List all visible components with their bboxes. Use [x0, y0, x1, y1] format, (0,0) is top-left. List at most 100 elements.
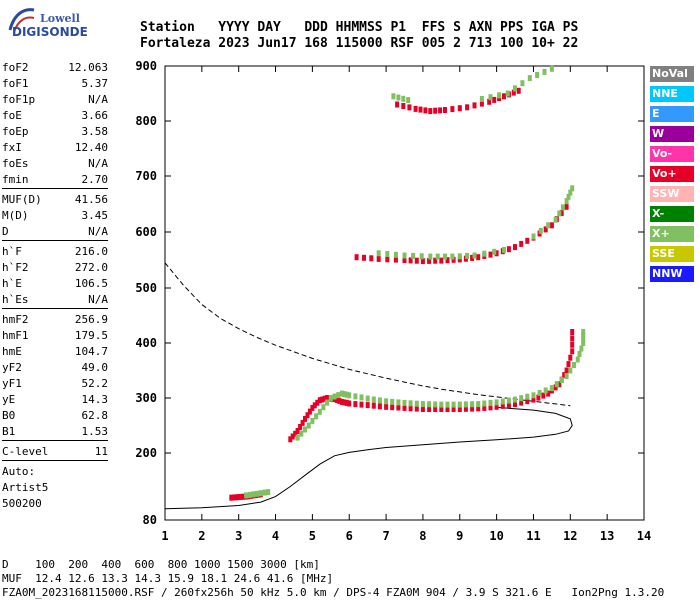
y-tick-label: 900 [135, 59, 157, 73]
param-label: h`F2 [2, 261, 29, 274]
echo-mark [365, 402, 370, 409]
echo-mark [244, 492, 249, 499]
echo-mark [513, 396, 517, 403]
footer-distance-row: D 100 200 400 600 800 1000 1500 3000 [km… [2, 558, 320, 571]
param-label: h`Es [2, 293, 29, 306]
echo-mark [411, 252, 416, 259]
echo-mark [377, 403, 382, 410]
legend-item-x-: X- [650, 206, 694, 222]
echo-mark [325, 399, 330, 406]
footer-muf-row: MUF 12.4 12.6 13.3 14.3 15.9 18.1 24.6 4… [2, 572, 334, 585]
param-divider [2, 240, 108, 243]
echo-mark [543, 226, 548, 233]
legend-item-e: E [650, 106, 694, 122]
echo-mark [457, 253, 462, 260]
echo-mark [229, 494, 234, 501]
echo-mark [482, 250, 487, 257]
echo-mark [427, 401, 432, 408]
header-values: Fortaleza 2023 Jun17 168 115000 RSF 005 … [140, 36, 579, 51]
param-value: 49.0 [81, 361, 109, 374]
echo-mark [295, 428, 300, 434]
echo-mark [519, 240, 524, 247]
param-label: foF2 [2, 61, 29, 74]
param-row: C-level 11 [2, 444, 108, 460]
echo-mark [577, 351, 582, 357]
echo-mark [377, 397, 382, 404]
param-label: h`F [2, 245, 22, 258]
footer-file-info: FZA0M_2023168115000.RSF / 260fx256h 50 k… [2, 586, 665, 599]
echo-mark [543, 387, 548, 394]
echo-mark [407, 104, 412, 111]
echo-mark [451, 401, 456, 408]
echo-mark [439, 401, 444, 408]
echo-mark [472, 102, 477, 109]
echo-mark [482, 400, 487, 407]
echo-mark [420, 258, 425, 265]
echo-mark [479, 100, 484, 107]
echo-mark [527, 75, 532, 82]
echo-mark [339, 390, 344, 397]
echo-mark [581, 340, 586, 346]
echo-mark [451, 256, 456, 263]
echo-mark [439, 406, 444, 412]
param-label: yF2 [2, 361, 22, 374]
param-value: 5.37 [81, 77, 109, 90]
echo-mark [549, 222, 554, 229]
echo-mark [506, 246, 511, 253]
echo-mark [570, 335, 575, 342]
echo-mark [391, 93, 396, 100]
echo-mark [419, 253, 424, 260]
echo-mark [470, 254, 475, 261]
echo-mark [564, 373, 569, 379]
echo-mark [402, 252, 407, 259]
logo-text-lowell: Lowell [40, 12, 80, 25]
echo-mark [566, 361, 571, 368]
echo-mark [315, 399, 320, 406]
echo-mark [408, 405, 413, 412]
echo-mark [502, 246, 506, 253]
echo-mark [317, 397, 322, 404]
param-label: M(D) [2, 209, 29, 222]
echo-mark [513, 244, 517, 251]
echo-mark [560, 204, 565, 211]
echo-mark [288, 436, 293, 443]
x-tick-label: 6 [346, 529, 353, 543]
echo-mark [420, 406, 425, 412]
echo-mark [445, 401, 450, 408]
x-tick-label: 7 [382, 529, 389, 543]
echo-mark [320, 396, 325, 403]
legend-panel: NoVal NNE E W Vo- Vo+ SSW X- X+ SSE NNW [650, 66, 694, 286]
echo-mark [564, 198, 569, 205]
x-tick-label: 1 [161, 529, 168, 543]
y-tick-label: 300 [135, 391, 157, 405]
echo-mark [579, 345, 584, 352]
echo-mark [303, 415, 307, 422]
param-value: 272.0 [74, 261, 108, 274]
legend-item-ssw: SSW [650, 186, 694, 202]
echo-mark [428, 108, 433, 115]
param-row: foE 3.66 [2, 108, 108, 124]
legend-item-w: W [650, 126, 694, 142]
y-tick-label: 200 [135, 446, 157, 460]
echo-mark [465, 104, 470, 111]
param-label: fmin [2, 173, 29, 186]
echo-mark [476, 254, 481, 261]
echo-mark [418, 106, 423, 113]
param-row: h`F2 272.0 [2, 260, 108, 276]
echo-mark [307, 408, 312, 415]
echo-mark [562, 372, 567, 379]
param-label: D [2, 225, 9, 238]
echo-mark [231, 494, 236, 501]
echo-mark [433, 107, 438, 114]
echo-mark [519, 395, 524, 402]
footer: D 100 200 400 600 800 1000 1500 3000 [km… [2, 558, 664, 600]
echo-mark [344, 399, 349, 406]
param-label: yE [2, 393, 16, 406]
echo-mark [371, 396, 376, 403]
echo-mark [581, 332, 586, 339]
param-value: N/A [88, 293, 108, 306]
echo-mark [371, 402, 376, 409]
echo-mark [408, 400, 413, 407]
legend-item-x-: X+ [650, 226, 694, 242]
echo-mark [342, 399, 347, 406]
